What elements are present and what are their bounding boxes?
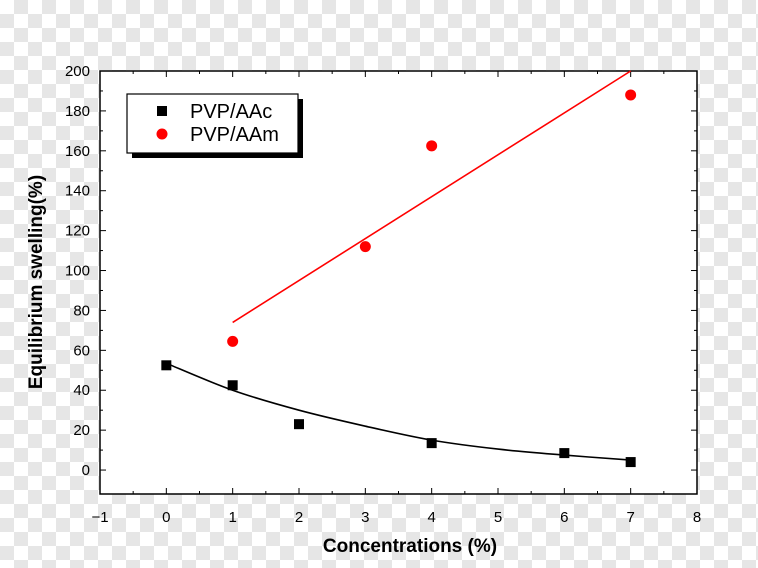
x-tick-label: −1 (91, 509, 108, 526)
y-tick-label: 20 (73, 422, 90, 439)
y-tick-label: 40 (73, 382, 90, 399)
y-tick-label: 140 (65, 183, 90, 200)
legend: PVP/AAc PVP/AAm (126, 93, 303, 158)
fit-line-pvp-aam (232, 70, 632, 324)
y-tick-label: 120 (65, 223, 90, 240)
x-tick-label: 3 (361, 509, 369, 526)
y-axis-title: Equilibrium swelling(%) (26, 175, 47, 389)
point-pvp-aac (227, 380, 238, 391)
x-tick-label: 1 (228, 509, 236, 526)
y-tick-label: 180 (65, 103, 90, 120)
point-pvp-aac (625, 457, 636, 468)
x-tick-label: 6 (560, 509, 568, 526)
x-tick-label: 8 (693, 509, 701, 526)
y-tick-label: 200 (65, 63, 90, 80)
y-axis-ticks: 0 20 40 60 80 100 120 140 160 180 200 (65, 63, 697, 479)
legend-marker-pvp-aam (156, 128, 168, 140)
point-pvp-aam (625, 89, 637, 101)
x-axis-title: Concentrations (%) (323, 536, 497, 557)
x-tick-label: 7 (626, 509, 634, 526)
point-pvp-aam (426, 140, 438, 152)
y-tick-label: 160 (65, 143, 90, 160)
y-tick-label: 80 (73, 302, 90, 319)
y-tick-label: 100 (65, 263, 90, 280)
fit-lines (166, 70, 632, 461)
point-pvp-aam (359, 241, 371, 253)
y-tick-label: 0 (82, 462, 90, 479)
legend-label-pvp-aac: PVP/AAc (190, 101, 272, 123)
point-pvp-aam (227, 335, 239, 347)
point-pvp-aac (559, 448, 570, 459)
x-axis-ticks: −1 0 1 2 3 4 5 6 7 8 (91, 71, 701, 526)
point-pvp-aac (294, 419, 304, 430)
y-tick-label: 60 (73, 342, 90, 359)
point-pvp-aac (161, 360, 172, 371)
data-points (161, 89, 637, 468)
x-tick-label: 4 (427, 509, 435, 526)
x-tick-label: 2 (295, 509, 303, 526)
x-tick-label: 0 (162, 509, 170, 526)
fit-line-pvp-aac (166, 362, 631, 461)
point-pvp-aac (426, 438, 437, 449)
x-tick-label: 5 (494, 509, 502, 526)
legend-box (126, 93, 299, 154)
legend-label-pvp-aam: PVP/AAm (190, 124, 279, 146)
legend-marker-pvp-aac (157, 106, 167, 116)
